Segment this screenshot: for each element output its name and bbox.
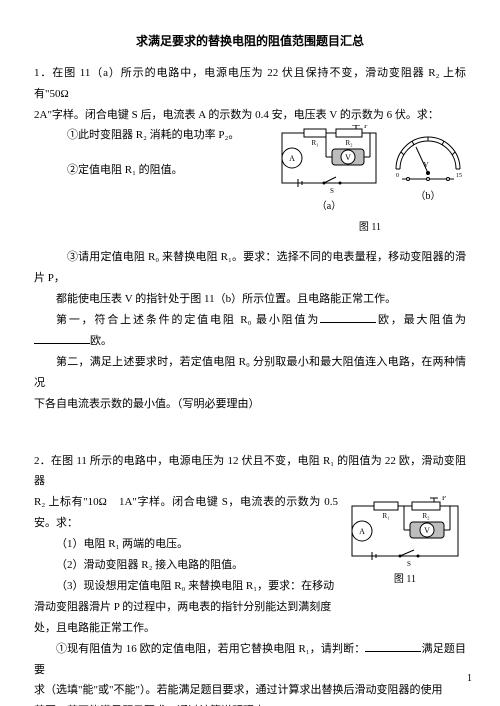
fig-a-caption: （a）: [274, 197, 384, 216]
q1-intro-line2: 2A"字样。闭合电键 S 后，电流表 A 的示数为 0.4 安，电压表 V 的示…: [34, 105, 466, 126]
figure-11-q2: R₁ R₂ P A V S 图 11: [344, 496, 466, 589]
q2-item3b: 滑动变阻器滑片 P 的过程中，两电表的指针分别能达到满刻度: [34, 597, 466, 618]
voltmeter-label: V: [345, 153, 351, 162]
switch-label: S: [330, 187, 334, 195]
q2-span-a1: ①现有阻值为 16 欧的定值电阻，若用它替换电阻 R₁，请判断：: [56, 643, 365, 655]
q1-span-a1: 第一，符合上述条件的定值电阻 R₀ 最小阻值为: [56, 314, 320, 326]
circuit-a-icon: R₁ R₂ P A V: [274, 125, 384, 195]
r1-label: R₁: [311, 139, 318, 147]
ammeter-label: A: [289, 154, 295, 163]
blank-min: [320, 310, 376, 323]
figure-11-q1: R₁ R₂ P A V: [274, 125, 466, 237]
voltmeter-label-q2: V: [424, 526, 430, 535]
scale-15: 15: [456, 173, 462, 179]
q1-line-a: 第一，符合上述条件的定值电阻 R₀ 最小阻值为 欧，最大阻值为欧。: [34, 310, 466, 352]
scale-0: 0: [396, 173, 399, 179]
blank-max: [34, 331, 90, 344]
p-label-q2: P: [442, 496, 446, 502]
q2-intro-line1: 2．在图 11 所示的电路中，电源电压为 12 伏且不变，电阻 R₁ 的阻值为 …: [34, 451, 466, 493]
q1-item3b: 都能使电压表 V 的指针处于图 11（b）所示位置。且电路能正常工作。: [34, 289, 466, 310]
q2-line-a: ①现有阻值为 16 欧的定值电阻，若用它替换电阻 R₁，请判断：满足题目要: [34, 639, 466, 681]
q1-line-c: 下各自电流表示数的最小值。（写明必要理由）: [34, 394, 466, 415]
q2-line-c: 范围；若不能满足题目要求，通过计算说明理由。: [34, 701, 466, 706]
circuit-q2-icon: R₁ R₂ P A V S: [344, 496, 466, 568]
r2-label: R₂: [345, 139, 353, 147]
ammeter-label-q2: A: [359, 527, 365, 536]
r1-label-q2: R₁: [382, 512, 389, 520]
q1-item3a: ③请用定值电阻 R₀ 来替换电阻 R₁。要求：选择不同的电表量程，移动变阻器的滑…: [34, 247, 466, 289]
p-label: P: [364, 125, 368, 130]
page-title: 求满足要求的替换电阻的阻值范围题目汇总: [34, 30, 466, 53]
r2-label-q2: R₂: [422, 512, 430, 520]
q1-line-b: 第二，满足上述要求时，若定值电阻 R₀ 分别取最小和最大阻值连入电路，在两种情况: [34, 352, 466, 394]
page-number: 1: [467, 669, 472, 688]
q2-item3c: 处，且电路能正常工作。: [34, 618, 466, 639]
q2-line-b: 求（选填"能"或"不能"）。若能满足题目要求，通过计算求出替换后滑动变阻器的使用: [34, 680, 466, 701]
fig11-caption-q2: 图 11: [344, 570, 466, 589]
switch-label-q2: S: [407, 560, 411, 568]
meter-b-icon: 0 15 V: [390, 125, 466, 185]
blank-judge: [365, 639, 421, 652]
fig11-caption-q1: 图 11: [274, 218, 466, 237]
q1-span-a2: 欧，最大阻值为: [376, 314, 466, 326]
q1-span-a3: 欧。: [90, 335, 112, 347]
fig-b-caption: （b）: [390, 187, 466, 206]
q1-intro-line1: 1．在图 11（a）所示的电路中，电源电压为 22 伏且保持不变，滑动变阻器 R…: [34, 63, 466, 105]
